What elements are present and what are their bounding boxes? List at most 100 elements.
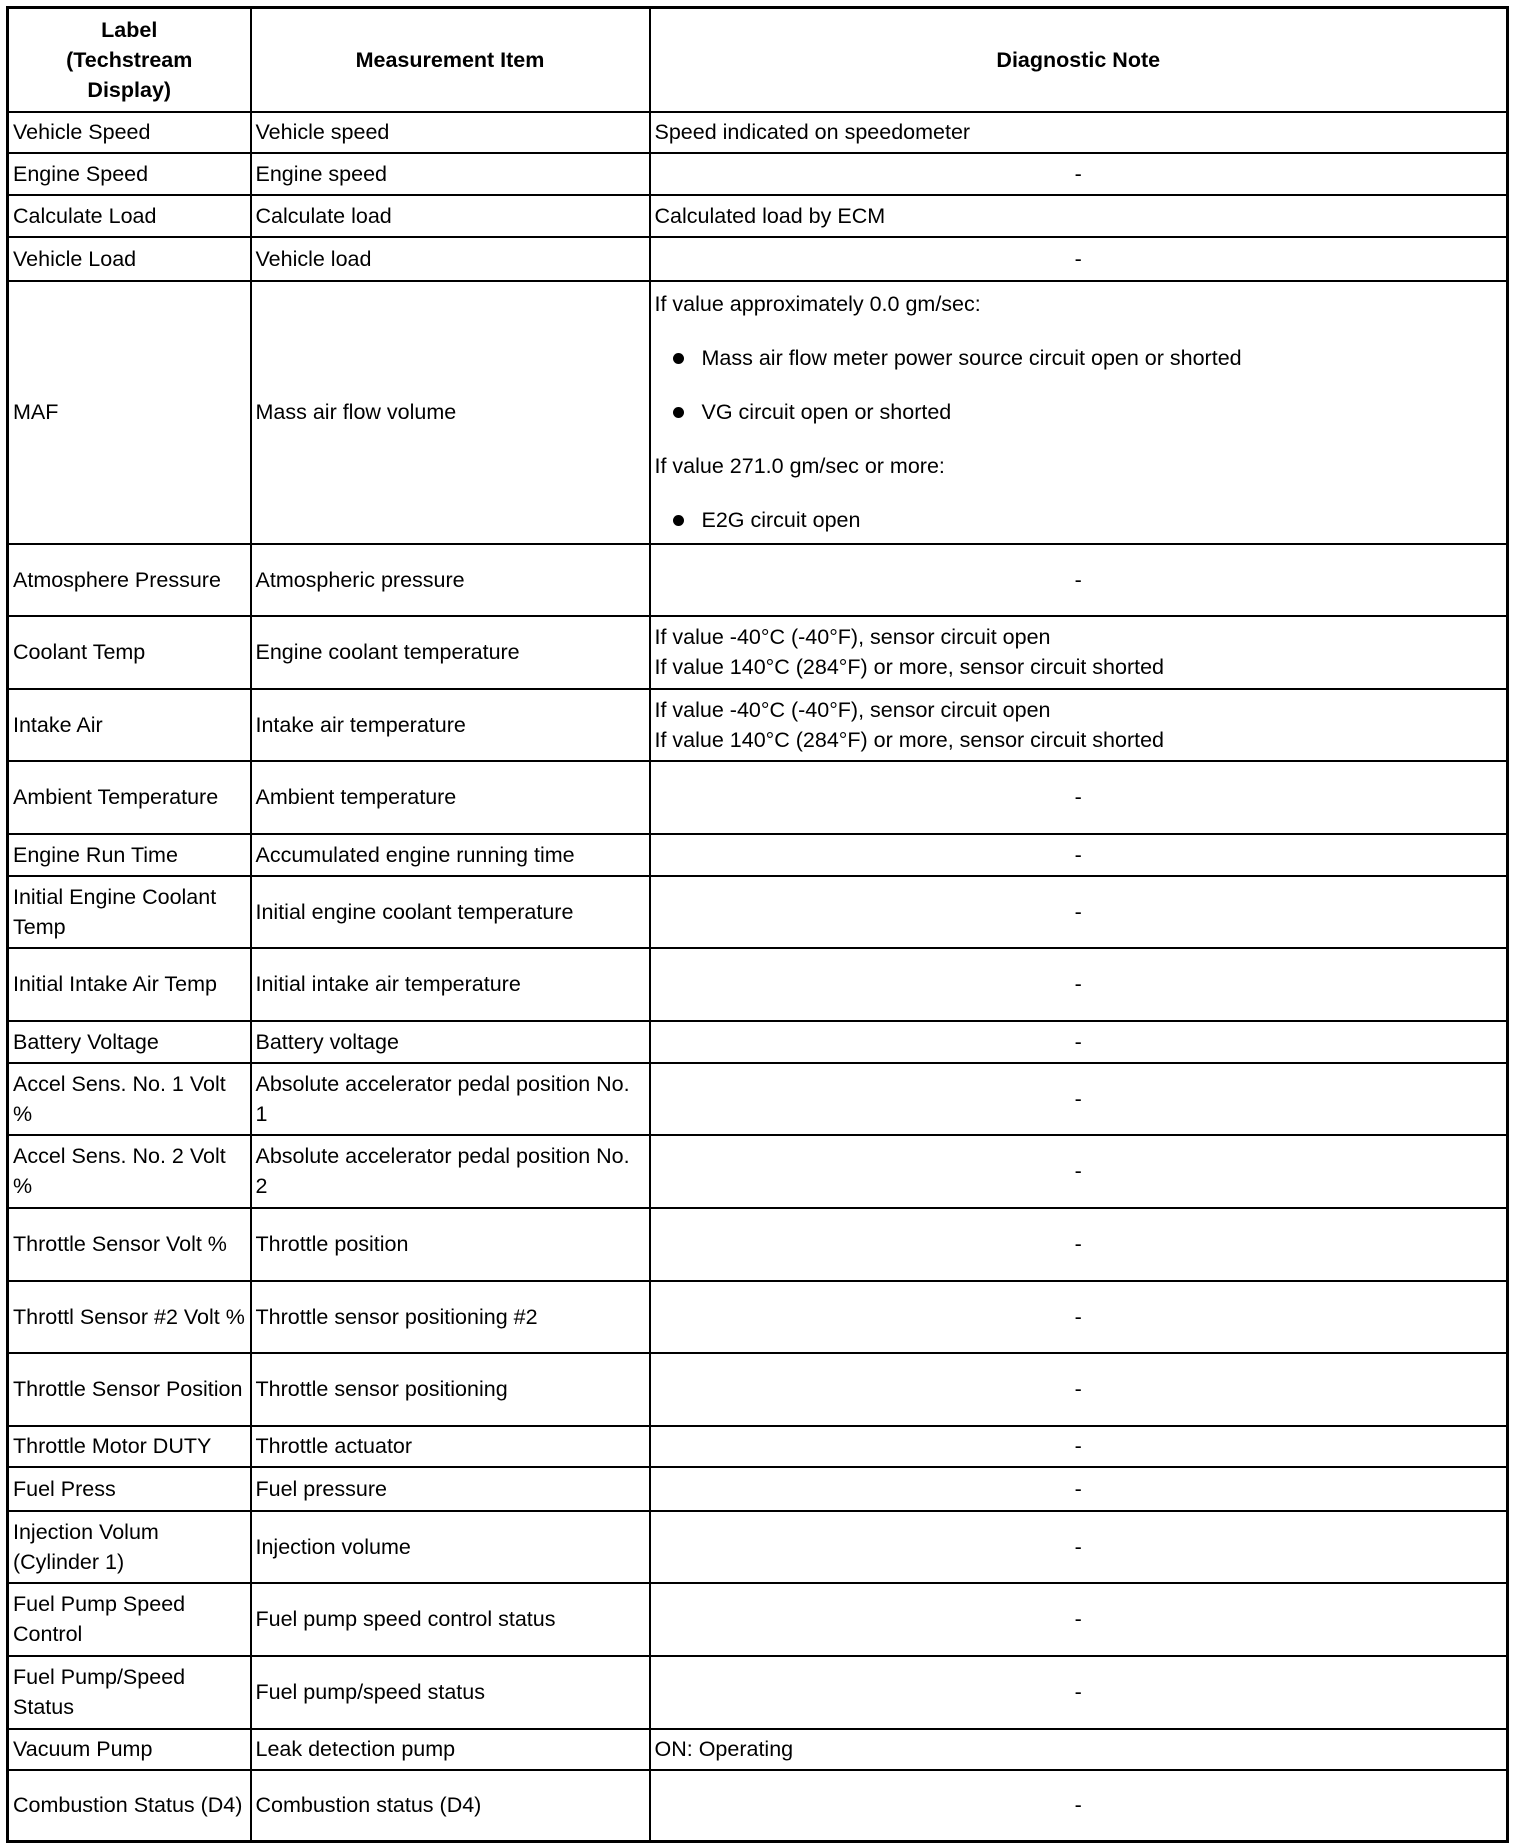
measurement-item-cell: Combustion status (D4): [249, 1768, 651, 1843]
table-row: Engine Speed Engine speed -: [6, 151, 1509, 196]
bullet-text: VG circuit open or shorted: [701, 400, 952, 424]
label-cell: Throttle Motor DUTY: [6, 1424, 252, 1468]
label-cell: Vehicle Load: [6, 235, 252, 282]
measurement-item-cell: Engine speed: [249, 151, 651, 196]
table-row: Fuel Pump/Speed Status Fuel pump/speed st…: [6, 1654, 1509, 1730]
measurement-item-cell: Fuel pump speed control status: [249, 1581, 651, 1657]
measurement-item-cell: Engine coolant temperature: [249, 614, 651, 690]
label-cell: Accel Sens. No. 2 Volt %: [6, 1133, 252, 1209]
table-row: Accel Sens. No. 1 Volt % Absolute acceler…: [6, 1061, 1509, 1136]
measurement-item-cell: Fuel pressure: [249, 1465, 651, 1512]
diagnostic-note-cell: Speed indicated on speedometer: [648, 110, 1509, 154]
column-header-label: Label (Techstream Display): [6, 6, 252, 113]
table-row: Throttle Motor DUTY Throttle actuator -: [6, 1424, 1509, 1468]
diagnostic-note-cell: -: [648, 1768, 1509, 1843]
table-row: MAF Mass air flow volume If value approxim…: [6, 279, 1509, 545]
bullet-text: E2G circuit open: [701, 508, 861, 532]
diagnostic-note-cell: -: [648, 1351, 1509, 1427]
table-row: Calculate Load Calculate load Calculated l…: [6, 193, 1509, 238]
label-cell: Throttle Sensor Position: [6, 1351, 252, 1427]
measurement-item-cell: Calculate load: [249, 193, 651, 238]
bullet-icon: [672, 406, 684, 418]
diagnostic-note-cell: -: [648, 1279, 1509, 1354]
measurement-item-cell: Vehicle speed: [249, 110, 651, 154]
diagnostic-note-cell: If value -40°C (-40°F), sensor circuit o…: [648, 614, 1509, 690]
spacer: [655, 427, 1503, 451]
measurement-item-cell: Mass air flow volume: [249, 279, 651, 545]
spacer: [655, 481, 1503, 505]
table-row: Fuel Pump Speed Control Fuel pump speed c…: [6, 1581, 1509, 1657]
table-row: Atmosphere Pressure Atmospheric pressure -: [6, 542, 1509, 617]
diagnostic-note-cell: ON: Operating: [648, 1727, 1509, 1771]
measurement-item-cell: Throttle actuator: [249, 1424, 651, 1468]
label-cell: Engine Run Time: [6, 832, 252, 877]
diagnostic-note-cell: -: [648, 874, 1509, 949]
table-row: Throttle Sensor Position Throttle sensor …: [6, 1351, 1509, 1427]
measurement-item-cell: Absolute accelerator pedal position No. …: [249, 1133, 651, 1209]
measurement-item-cell: Intake air temperature: [249, 687, 651, 762]
table-row: Coolant Temp Engine coolant temperature If…: [6, 614, 1509, 690]
diagnostic-note-cell: Calculated load by ECM: [648, 193, 1509, 238]
diagnostic-note-cell: -: [648, 1061, 1509, 1136]
table-row: Fuel Press Fuel pressure -: [6, 1465, 1509, 1512]
note-text: If value 271.0 gm/sec or more:: [654, 454, 945, 478]
diagnostic-note-cell: -: [648, 1133, 1509, 1209]
note-line: If value -40°C (-40°F), sensor circuit o…: [654, 697, 1051, 722]
label-cell: Atmosphere Pressure: [6, 542, 252, 617]
diagnostic-note-cell: -: [648, 1581, 1509, 1657]
table-row: Battery Voltage Battery voltage -: [6, 1019, 1509, 1064]
measurement-item-cell: Absolute accelerator pedal position No. …: [249, 1061, 651, 1136]
bullet-item: VG circuit open or shorted: [672, 397, 1503, 427]
note-line: If value 140°C (284°F) or more, sensor c…: [654, 655, 1165, 679]
table-row: Throttle Sensor Volt % Throttle position -: [6, 1206, 1509, 1282]
note-line: If value 140°C (284°F) or more, sensor c…: [654, 727, 1165, 752]
table-row: Combustion Status (D4) Combustion status …: [6, 1768, 1509, 1843]
table-row: Accel Sens. No. 2 Volt % Absolute acceler…: [6, 1133, 1509, 1209]
diagnostic-note-cell: If value approximately 0.0 gm/sec: Mass a…: [648, 279, 1509, 545]
column-header-measurement-item: Measurement Item: [249, 6, 651, 113]
measurement-item-cell: Accumulated engine running time: [249, 832, 651, 877]
table-row: Initial Engine Coolant Temp Initial engin…: [6, 874, 1509, 949]
diagnostic-note-cell: -: [648, 1424, 1509, 1468]
diagnostic-note-cell: -: [648, 1465, 1509, 1512]
label-cell: Engine Speed: [6, 151, 252, 196]
measurement-item-cell: Throttle sensor positioning: [249, 1351, 651, 1427]
measurement-item-cell: Initial engine coolant temperature: [249, 874, 651, 949]
note-text: If value approximately 0.0 gm/sec:: [654, 292, 981, 316]
diagnostic-note-cell: If value -40°C (-40°F), sensor circuit o…: [648, 687, 1509, 762]
bullet-item: Mass air flow meter power source circuit…: [672, 343, 1503, 373]
label-cell: Vehicle Speed: [6, 110, 252, 154]
diagnostic-note-cell: -: [648, 1206, 1509, 1282]
diagnostic-note-cell: -: [648, 759, 1509, 835]
measurement-item-cell: Ambient temperature: [249, 759, 651, 835]
column-header-diagnostic-note: Diagnostic Note: [648, 6, 1509, 113]
measurement-item-cell: Fuel pump/speed status: [249, 1654, 651, 1730]
bullet-text: Mass air flow meter power source circuit…: [701, 346, 1242, 370]
diagnostic-note-cell: -: [648, 1654, 1509, 1730]
spacer: [655, 319, 1503, 343]
bullet-icon: [672, 514, 684, 526]
diagnostic-note-cell: -: [648, 1509, 1509, 1584]
bullet-icon: [672, 352, 684, 364]
table-row: Throttl Sensor #2 Volt % Throttle sensor …: [6, 1279, 1509, 1354]
label-cell: Initial Engine Coolant Temp: [6, 874, 252, 949]
diagnostic-note-cell: -: [648, 151, 1509, 196]
label-cell: Throttl Sensor #2 Volt %: [6, 1279, 252, 1354]
table-row: Vacuum Pump Leak detection pump ON: Operat…: [6, 1727, 1509, 1771]
label-cell: Intake Air: [6, 687, 252, 762]
table-row: Initial Intake Air Temp Initial intake ai…: [6, 946, 1509, 1022]
measurement-item-cell: Vehicle load: [249, 235, 651, 282]
diagnostic-note-cell: -: [648, 235, 1509, 282]
label-cell: Accel Sens. No. 1 Volt %: [6, 1061, 252, 1136]
measurement-item-cell: Throttle sensor positioning #2: [249, 1279, 651, 1354]
label-cell: Fuel Press: [6, 1465, 252, 1512]
measurement-item-cell: Initial intake air temperature: [249, 946, 651, 1022]
label-cell: Initial Intake Air Temp: [6, 946, 252, 1022]
label-cell: Ambient Temperature: [6, 759, 252, 835]
diagnostic-note-cell: -: [648, 1019, 1509, 1064]
label-cell: Fuel Pump Speed Control: [6, 1581, 252, 1657]
measurement-item-cell: Throttle position: [249, 1206, 651, 1282]
bullet-item: E2G circuit open: [672, 505, 1503, 535]
table-row: Vehicle Speed Vehicle speed Speed indicate…: [6, 110, 1509, 154]
label-cell: Throttle Sensor Volt %: [6, 1206, 252, 1282]
